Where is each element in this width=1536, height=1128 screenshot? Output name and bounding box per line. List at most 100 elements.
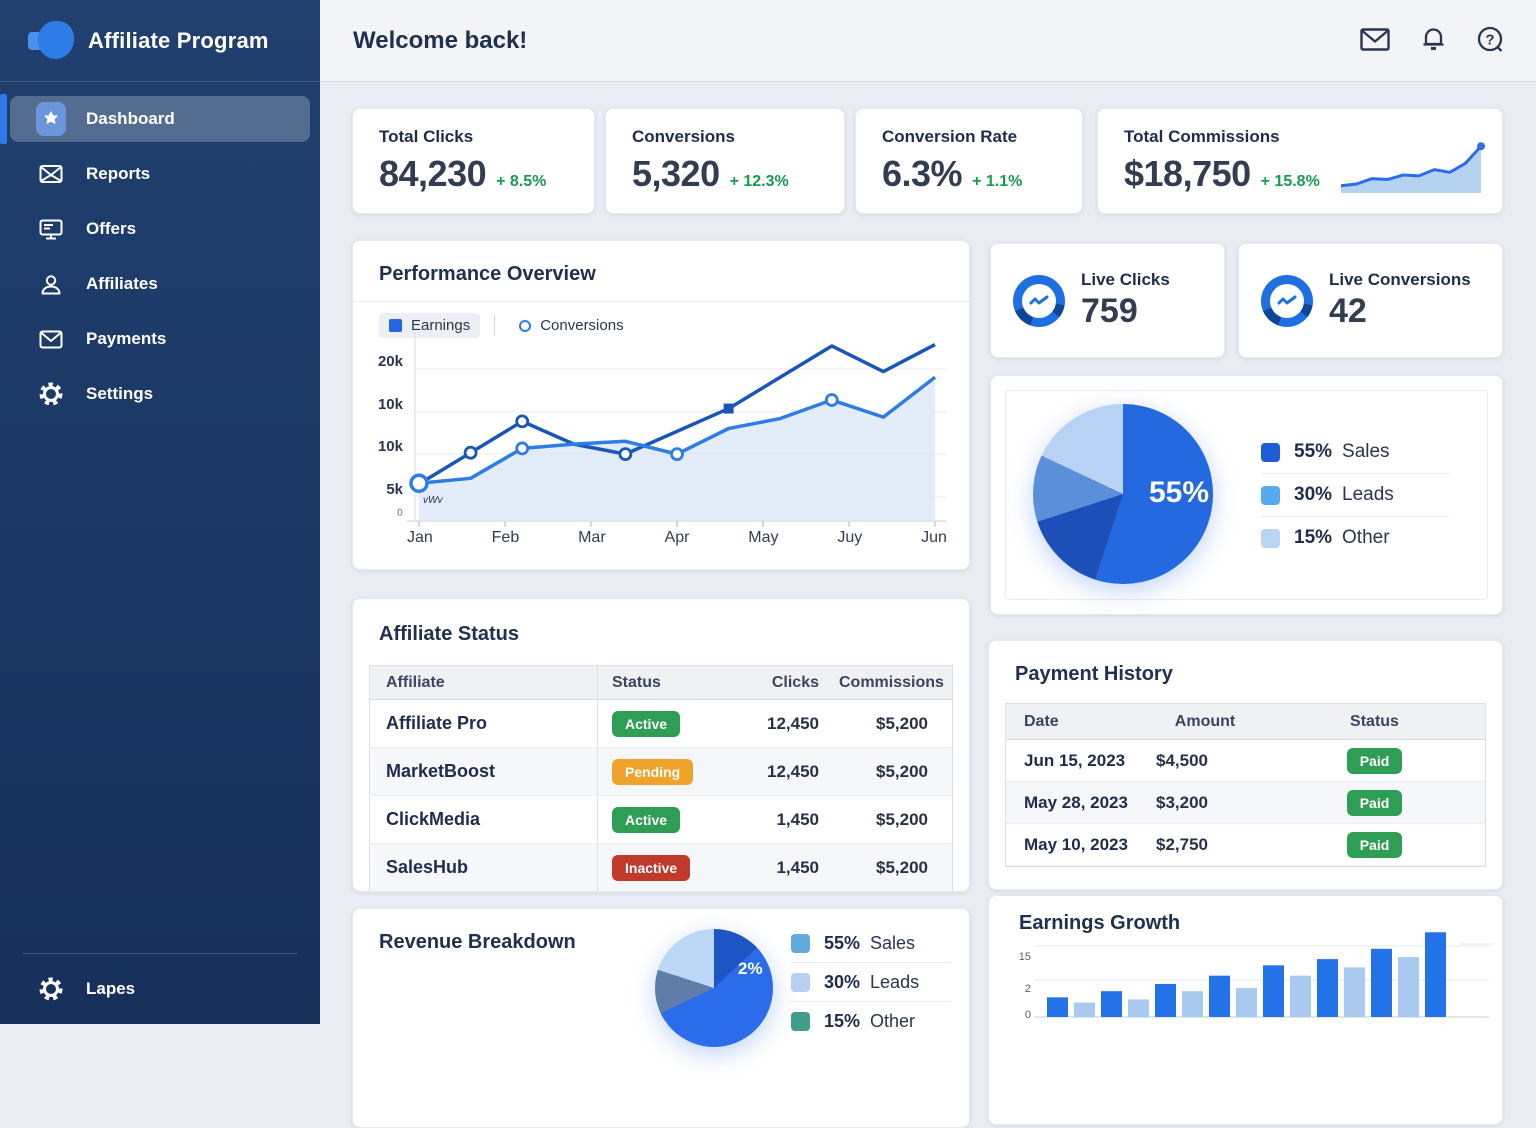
pulse-icon [1261,274,1313,327]
column-header: Clicks [771,673,819,691]
performance-overview-card: Performance Overview Earnings Conversion… [352,240,970,570]
table-row[interactable]: MarketBoost Pending 12,450 $5,200 [370,748,952,796]
sidebar-item-label: Dashboard [86,109,175,128]
page-title: Welcome back! [353,26,528,54]
bell-icon[interactable] [1420,24,1447,57]
y-tick: 15 [1018,951,1031,963]
divider [1261,516,1449,517]
legend-earnings[interactable]: Earnings [379,313,481,338]
legend-item: 30% Leads [1261,477,1449,513]
affiliate-status-card: Affiliate Status Affiliate Status Clicks… [352,598,970,893]
legend-item: 15% Other [1261,520,1449,556]
pie-legend: 55% Sales 30% Leads 15% Other [791,927,951,1037]
y-tick: 5k [386,481,403,498]
divider [791,962,951,963]
x-tick: Feb [491,529,520,546]
revenue-breakdown-card: Revenue Breakdown 2% 55% Sales 30% Leads 1… [352,908,970,1128]
chart-title: Performance Overview [379,263,596,285]
paid-badge: Paid [1346,789,1403,816]
y-tick: 20k [377,353,403,370]
legend-item: 55% Sales [791,927,951,959]
other-swatch-icon [1261,528,1280,548]
app-title: Affiliate Program [88,27,269,53]
table-row[interactable]: ClickMedia Active 1,450 $5,200 [370,796,952,844]
stat-label: Conversion Rate [882,127,1018,146]
sidebar-item-label: Affiliates [86,274,158,293]
payment-table: Date Amount Status Jun 15, 2023 $4,500 P… [1005,703,1486,867]
sidebar-item-label: Lapes [86,979,136,998]
sidebar-item-offers[interactable]: Offers [10,206,310,252]
table-row[interactable]: May 28, 2023 $3,200 Paid [1006,782,1485,824]
live-value: 42 [1329,292,1367,330]
sidebar: Affiliate Program Dashboard Reports Offe… [0,0,320,1024]
y-tick: 10k [377,438,403,455]
divider [791,1001,951,1002]
sidebar-item-lapes[interactable]: Lapes [10,966,310,1012]
chart-title: Earnings Growth [1019,912,1181,934]
y-tick: 2 [1024,983,1031,995]
performance-line-chart: vWv [407,331,947,527]
x-axis-labels: Jan Feb Mar Apr May Juy Jun [407,529,947,547]
mail-icon[interactable] [1358,26,1392,56]
x-tick: Apr [664,529,690,546]
table-header-row: Date Amount Status [1006,704,1485,740]
sidebar-header: Affiliate Program [0,0,320,82]
active-indicator [0,94,7,144]
column-header: Affiliate [386,673,445,691]
x-tick: May [748,529,779,546]
gear-icon [36,977,66,1001]
stat-delta: + 12.3% [729,173,789,190]
stat-value: $18,750 [1124,153,1251,194]
svg-text:?: ? [1485,31,1494,48]
stat-delta: + 8.5% [496,173,547,190]
stat-label: Total Clicks [379,127,474,146]
stat-card-total-clicks: Total Clicks 84,230 + 8.5% [352,108,595,214]
y-tick: 10k [377,396,403,413]
topbar: Welcome back! ? [320,0,1536,82]
affiliate-table: Affiliate Status Clicks Commissions Affi… [369,665,953,893]
divider [1261,473,1449,474]
help-icon[interactable]: ? [1475,24,1506,58]
leads-swatch-icon [1261,485,1280,505]
panel-border [1005,390,1488,600]
section-title: Affiliate Status [379,623,520,645]
affiliates-icon [36,274,66,295]
legend-item: 30% Leads [791,966,951,998]
column-header: Commissions [839,673,944,691]
conversions-swatch-icon [519,319,532,332]
sidebar-nav: Dashboard Reports Offers Affiliates Paym… [0,94,320,426]
earnings-growth-bar-chart [1035,932,1494,1018]
legend-item: 55% Sales [1261,434,1449,470]
y-tick: 0 [396,507,403,519]
sidebar-item-affiliates[interactable]: Affiliates [10,261,310,307]
revenue-breakdown-pie-chart [655,929,773,1047]
sidebar-item-dashboard[interactable]: Dashboard [0,94,310,144]
main-content: Total Clicks 84,230 + 8.5% Conversions 5,… [320,82,1536,1128]
stat-label: Conversions [632,127,735,146]
settings-icon [36,382,66,406]
table-row[interactable]: Jun 15, 2023 $4,500 Paid [1006,740,1485,782]
column-header: Date [1024,712,1059,730]
sidebar-item-payments[interactable]: Payments [10,316,310,362]
section-title: Payment History [1015,663,1173,685]
table-row[interactable]: Affiliate Pro Active 12,450 $5,200 [370,700,952,748]
status-badge: Active [612,806,681,833]
column-header: Status [1350,712,1399,730]
stat-delta: + 15.8% [1260,173,1320,190]
legend-conversions[interactable]: Conversions [509,313,633,338]
sidebar-item-reports[interactable]: Reports [10,151,310,197]
sidebar-item-label: Offers [86,219,137,238]
sales-swatch-icon [791,933,810,953]
table-row[interactable]: SalesHub Inactive 1,450 $5,200 [370,844,952,892]
stat-card-conversions: Conversions 5,320 + 12.3% [605,108,845,214]
conversion-sources-pie-chart [1033,404,1213,584]
stat-value: 6.3% [882,153,963,194]
stat-card-conversion-rate: Conversion Rate 6.3% + 1.1% [855,108,1083,214]
live-label: Live Conversions [1329,270,1471,289]
y-tick: 0 [1024,1009,1031,1021]
svg-text:vWv: vWv [423,495,443,506]
status-badge: Pending [612,758,694,785]
sidebar-item-settings[interactable]: Settings [10,371,310,417]
sidebar-item-label: Reports [86,164,151,183]
table-row[interactable]: May 10, 2023 $2,750 Paid [1006,824,1485,866]
